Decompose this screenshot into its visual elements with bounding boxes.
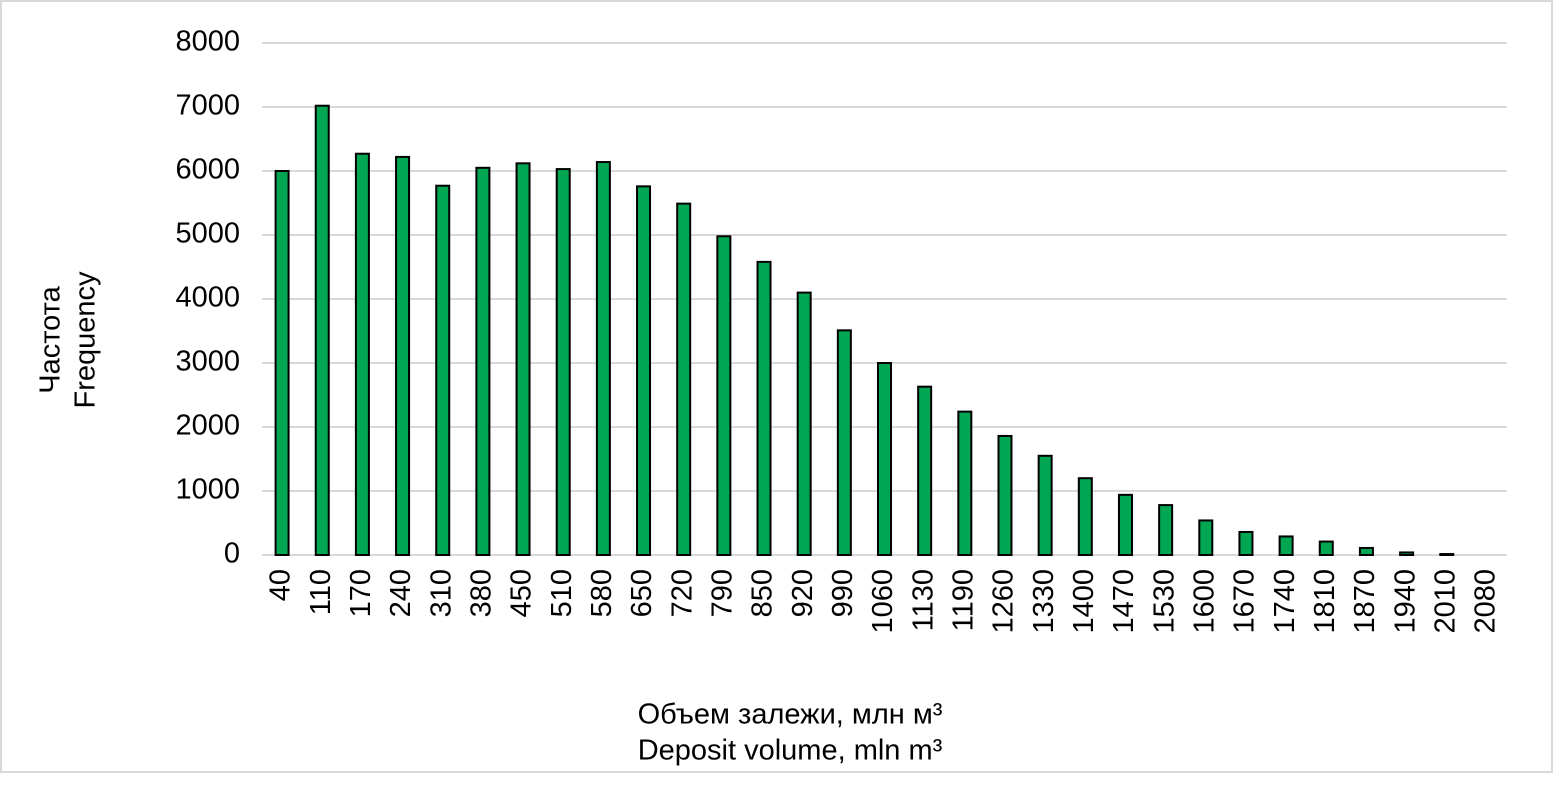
- y-tick-label: 0: [224, 538, 240, 570]
- y-tick-label: 8000: [175, 26, 240, 58]
- bar: [957, 410, 973, 557]
- bar: [1399, 551, 1415, 557]
- x-tick-label: 650: [626, 569, 658, 617]
- bar: [314, 104, 330, 556]
- bar: [756, 260, 772, 556]
- x-tick-label: 310: [425, 569, 457, 617]
- x-tick-label: 1670: [1229, 569, 1261, 634]
- y-axis-label: Frequency: [70, 271, 102, 409]
- bar: [274, 170, 290, 556]
- bar: [917, 385, 933, 556]
- x-tick-label: 850: [747, 569, 779, 617]
- y-tick-label: 7000: [175, 90, 240, 122]
- x-tick-label: 1060: [867, 569, 899, 634]
- x-tick-label: 1600: [1188, 569, 1220, 634]
- x-axis-label: Deposit volume, mln m³: [638, 735, 943, 767]
- bar: [716, 235, 732, 556]
- bar: [475, 166, 491, 557]
- x-tick-label: 1470: [1108, 569, 1140, 634]
- x-tick-label: 2010: [1429, 569, 1461, 634]
- bar: [515, 162, 531, 556]
- bar: [1077, 477, 1093, 557]
- x-tick-label: 510: [546, 569, 578, 617]
- bar: [796, 291, 812, 556]
- x-tick-label: 720: [666, 569, 698, 617]
- y-tick-label: 3000: [175, 346, 240, 378]
- bar: [636, 185, 652, 557]
- bar: [1358, 546, 1374, 557]
- x-tick-label: 790: [707, 569, 739, 617]
- bar: [1318, 540, 1334, 556]
- bar: [1238, 530, 1254, 557]
- y-tick-label: 4000: [175, 282, 240, 314]
- bar: [1037, 454, 1053, 556]
- x-tick-label: 1810: [1309, 569, 1341, 634]
- bar: [877, 362, 892, 556]
- bar: [595, 161, 611, 556]
- x-tick-label: 1870: [1349, 569, 1381, 634]
- x-tick-label: 1260: [988, 569, 1020, 634]
- bar: [1278, 535, 1294, 557]
- bar: [395, 155, 411, 556]
- bar: [1158, 504, 1174, 556]
- x-tick-label: 1190: [947, 569, 979, 631]
- bar: [1439, 553, 1455, 556]
- x-tick-label: 1330: [1028, 569, 1060, 634]
- x-tick-label: 990: [827, 569, 859, 617]
- y-tick-label: 2000: [175, 410, 240, 442]
- x-tick-label: 110: [305, 569, 337, 615]
- bar: [435, 184, 451, 556]
- x-tick-label: 240: [385, 569, 417, 617]
- x-tick-label: 1940: [1389, 569, 1421, 634]
- x-tick-label: 2080: [1470, 569, 1502, 634]
- bar: [676, 202, 692, 556]
- x-tick-label: 40: [265, 569, 297, 601]
- x-tick-label: 1530: [1148, 569, 1180, 634]
- y-axis-label: Частота: [35, 285, 67, 393]
- bar: [836, 329, 852, 556]
- y-tick-label: 1000: [175, 474, 240, 506]
- x-tick-label: 920: [787, 569, 819, 617]
- x-tick-label: 1740: [1269, 569, 1301, 634]
- bar: [1198, 519, 1214, 557]
- x-axis-label: Объем залежи, млн м³: [638, 699, 943, 731]
- x-tick-label: 170: [345, 569, 377, 617]
- bar: [354, 152, 370, 556]
- y-tick-label: 6000: [175, 154, 240, 186]
- x-tick-label: 450: [506, 569, 538, 617]
- y-tick-label: 5000: [175, 218, 240, 250]
- x-tick-label: 1400: [1068, 569, 1100, 634]
- x-tick-label: 1130: [907, 569, 939, 631]
- bar: [555, 168, 571, 557]
- x-tick-label: 380: [466, 569, 498, 617]
- x-tick-label: 580: [586, 569, 618, 617]
- bar: [1117, 493, 1133, 556]
- bar: [997, 434, 1013, 556]
